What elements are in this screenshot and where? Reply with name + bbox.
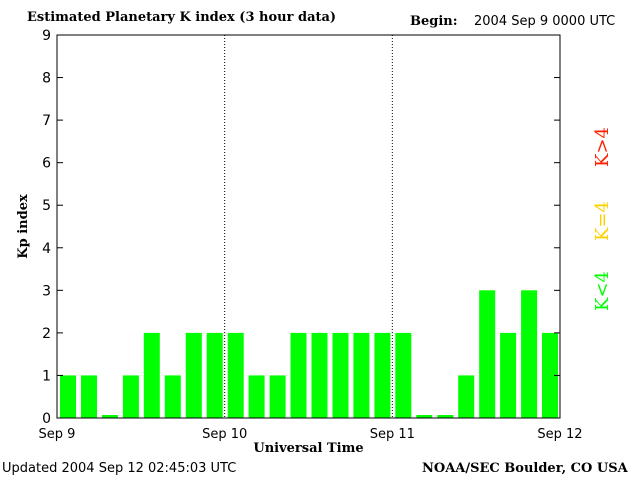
x-tick-label: Sep 11 bbox=[370, 427, 415, 442]
y-tick-label: 7 bbox=[42, 113, 51, 129]
kp-bar bbox=[458, 375, 475, 418]
kp-bar bbox=[81, 375, 97, 418]
updated-value: 2004 Sep 12 02:45:03 UTC bbox=[61, 461, 237, 476]
y-tick-label: 8 bbox=[42, 71, 51, 87]
plot-frame bbox=[56, 34, 561, 419]
ticks-group: 0 1 2 3 4 5 6 7 8 9 Sep 9 Sep 10 Sep 11 Sep 12 bbox=[39, 28, 583, 442]
x-axis-label: Universal Time bbox=[253, 441, 363, 456]
kp-bar bbox=[122, 375, 139, 418]
kp-bar bbox=[521, 290, 538, 418]
bars-group bbox=[60, 290, 558, 418]
x-tick-label: Sep 10 bbox=[202, 427, 247, 442]
y-tick-label: 4 bbox=[42, 241, 51, 257]
chart-title: Estimated Planetary K index (3 hour data… bbox=[27, 10, 337, 25]
y-axis-label: Kp index bbox=[16, 194, 31, 259]
kp-bar bbox=[542, 332, 558, 418]
kp-bar bbox=[290, 332, 307, 418]
legend-mid: K=4 bbox=[592, 201, 613, 241]
updated-label-text: Updated bbox=[2, 461, 58, 476]
legend-low: K<4 bbox=[592, 271, 613, 311]
y-tick-label: 9 bbox=[42, 28, 51, 44]
begin-value: 2004 Sep 9 0000 UTC bbox=[474, 14, 616, 29]
kp-bar bbox=[60, 375, 76, 418]
kp-bar bbox=[332, 332, 349, 418]
kp-bar bbox=[227, 332, 244, 418]
y-tick-label: 3 bbox=[42, 283, 51, 299]
y-tick-label: 0 bbox=[42, 411, 51, 427]
y-tick-label: 1 bbox=[42, 368, 51, 384]
kp-bar bbox=[101, 415, 118, 418]
updated-label: Updated 2004 Sep 12 02:45:03 UTC bbox=[2, 461, 236, 476]
x-tick-label: Sep 9 bbox=[39, 427, 76, 442]
kp-bar bbox=[248, 375, 265, 418]
kp-bar bbox=[437, 415, 454, 418]
x-tick-label: Sep 12 bbox=[537, 427, 582, 442]
kp-bar bbox=[269, 375, 286, 418]
kp-bar bbox=[416, 415, 433, 418]
legend-high: K>4 bbox=[592, 127, 613, 167]
y-tick-label: 2 bbox=[42, 326, 51, 342]
kp-bar bbox=[206, 332, 223, 418]
y-tick-label: 6 bbox=[42, 156, 51, 172]
kp-bar bbox=[185, 332, 202, 418]
kp-bar bbox=[374, 332, 391, 418]
source-label: NOAA/SEC Boulder, CO USA bbox=[422, 461, 628, 476]
kp-bar bbox=[500, 332, 517, 418]
kp-bar bbox=[143, 332, 160, 418]
kp-bar bbox=[311, 332, 328, 418]
kp-bar bbox=[353, 332, 370, 418]
begin-label: Begin: bbox=[410, 14, 458, 29]
y-tick-label: 5 bbox=[42, 198, 51, 214]
kp-bar bbox=[395, 332, 412, 418]
kp-bar bbox=[164, 375, 181, 418]
kp-bar bbox=[479, 290, 496, 418]
